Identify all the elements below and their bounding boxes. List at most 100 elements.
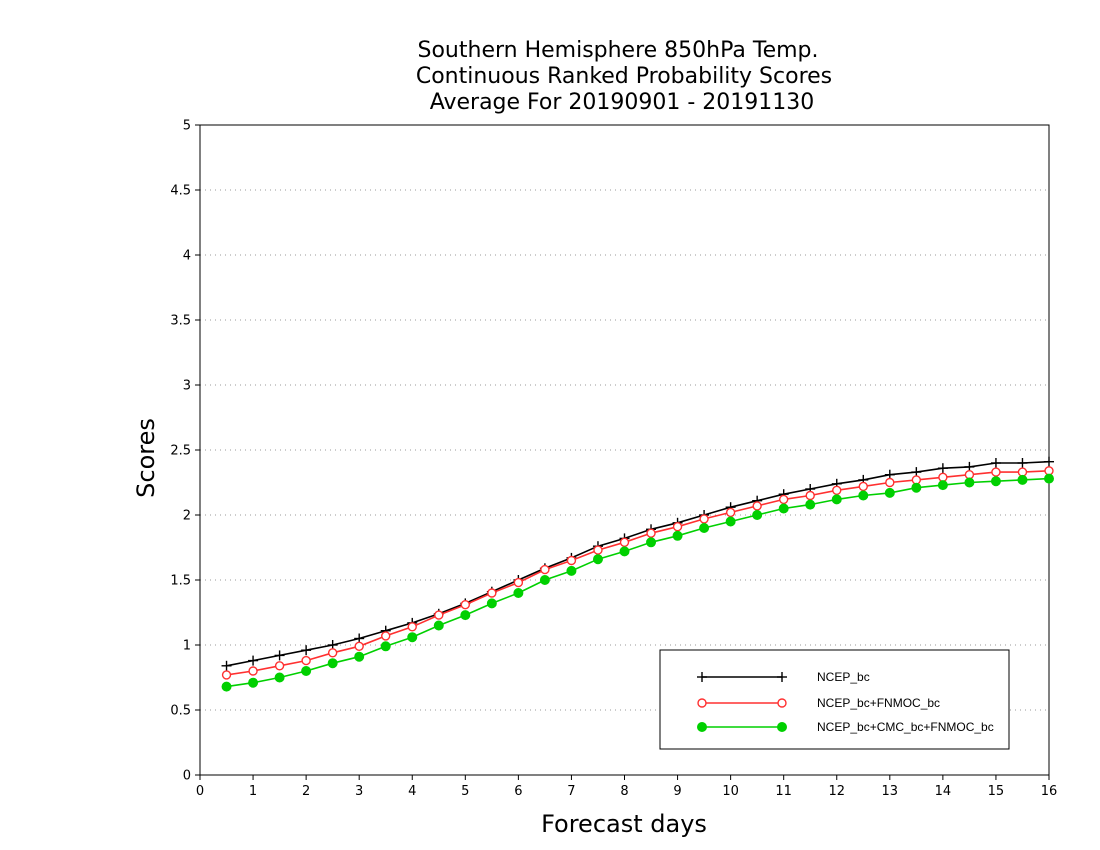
series-0-point-27 — [937, 463, 948, 474]
y-tick-label-6: 3 — [183, 379, 191, 394]
series-2-point-18 — [699, 523, 710, 533]
series-2-point-1 — [248, 677, 259, 688]
series-2-point-20 — [752, 510, 763, 520]
series-2-point-10 — [486, 598, 497, 609]
series-1-point-27 — [938, 472, 948, 482]
series-2-point-11 — [513, 588, 524, 598]
legend-label-1: NCEP_bc+FNMOC_bc — [817, 696, 940, 710]
x-tick-label-16: 16 — [1041, 784, 1058, 799]
series-0-point-29 — [990, 458, 1001, 468]
x-tick-label-10: 10 — [722, 784, 739, 799]
series-2-point-3 — [301, 666, 312, 676]
series-1-point-13 — [566, 555, 577, 566]
series-0-point-1 — [248, 655, 259, 666]
x-tick-label-15: 15 — [988, 784, 1005, 799]
y-tick-label-10: 5 — [183, 119, 191, 134]
series-0 — [221, 456, 1054, 671]
series-1-point-11 — [513, 577, 524, 588]
series-2-point-23 — [831, 494, 842, 505]
series-2-point-12 — [539, 575, 550, 585]
legend-item-1: NCEP_bc+FNMOC_bc — [697, 696, 940, 710]
series-2-point-13 — [566, 565, 577, 576]
legend-marker-start-1 — [697, 698, 707, 708]
series-1-point-26 — [911, 475, 922, 485]
legend: NCEP_bc NCEP_bc+FNMOC_bc NCEP_bc+CMC_bc+FN… — [659, 649, 1010, 750]
series-1-point-20 — [752, 501, 762, 511]
series-1-point-16 — [646, 528, 656, 538]
legend-marker-end-0 — [777, 672, 787, 682]
series-1-point-21 — [778, 494, 789, 505]
series-2-point-19 — [725, 516, 736, 527]
series-2-point-16 — [646, 537, 657, 548]
x-tick-label-5: 5 — [461, 784, 469, 799]
series-1-point-8 — [434, 610, 444, 620]
y-tick-label-8: 4 — [183, 249, 191, 264]
x-tick-label-14: 14 — [935, 784, 952, 799]
legend-item-0: NCEP_bc — [697, 670, 870, 684]
chart-title-line-2: Continuous Ranked Probability Scores — [416, 64, 832, 89]
y-axis-ticks: 0 0.5 1 1.5 2 2.5 3 3.5 4 4.5 5 — [170, 119, 200, 784]
legend-item-2: NCEP_bc+CMC_bc+FNMOC_bc — [697, 720, 994, 734]
series-0-point-3 — [301, 645, 312, 656]
series-2-point-30 — [1017, 474, 1028, 485]
series-0-point-2 — [274, 650, 285, 661]
x-tick-label-6: 6 — [514, 784, 522, 799]
series-line-1 — [226, 470, 1050, 676]
legend-marker-end-2 — [777, 722, 787, 732]
series-2-point-5 — [354, 651, 365, 662]
series-2-point-29 — [990, 476, 1001, 487]
x-tick-label-11: 11 — [775, 784, 792, 799]
y-tick-label-4: 2 — [183, 509, 191, 524]
chart-title-line-1: Southern Hemisphere 850hPa Temp. — [418, 38, 819, 63]
series-2-point-0 — [221, 681, 232, 692]
x-axis-ticks: 0 1 2 3 4 5 6 7 8 9 10 11 12 13 14 15 16 — [196, 775, 1057, 799]
x-tick-label-9: 9 — [673, 784, 681, 799]
y-tick-label-0: 0 — [183, 769, 191, 784]
series-1-point-9 — [460, 600, 471, 610]
x-tick-label-13: 13 — [882, 784, 899, 799]
series-line-0 — [226, 460, 1050, 667]
series-2-point-27 — [937, 480, 948, 491]
series-0-point-30 — [1017, 458, 1028, 468]
y-tick-label-5: 2.5 — [170, 444, 191, 459]
series-2-point-21 — [778, 503, 789, 514]
series-1-point-14 — [593, 545, 603, 555]
series-1-point-1 — [248, 666, 258, 676]
series-1-point-19 — [725, 507, 736, 518]
x-axis-label: Forecast days — [541, 810, 707, 838]
legend-marker-end-1 — [777, 698, 787, 708]
series-layer — [221, 456, 1054, 692]
series-2-point-9 — [460, 610, 471, 621]
series-0-point-0 — [221, 660, 232, 671]
series-2 — [221, 473, 1054, 692]
legend-label-2: NCEP_bc+CMC_bc+FNMOC_bc — [817, 720, 994, 734]
series-0-point-31 — [1044, 456, 1054, 467]
series-2-point-17 — [672, 530, 683, 541]
y-tick-label-9: 4.5 — [170, 184, 191, 199]
series-1-point-17 — [672, 522, 683, 532]
series-2-point-2 — [274, 672, 285, 683]
series-2-point-24 — [858, 490, 869, 501]
series-2-point-31 — [1044, 473, 1054, 484]
y-tick-label-7: 3.5 — [170, 314, 191, 329]
series-2-point-15 — [619, 546, 630, 557]
legend-box — [659, 649, 1010, 750]
series-1-point-3 — [301, 655, 311, 666]
series-1-point-15 — [619, 537, 630, 547]
series-2-point-14 — [592, 554, 603, 565]
series-1-point-12 — [540, 564, 550, 575]
chart-title-line-3: Average For 20190901 - 20191130 — [430, 90, 815, 115]
series-1-point-31 — [1044, 466, 1054, 476]
x-tick-label-7: 7 — [567, 784, 575, 799]
series-1-point-4 — [327, 648, 338, 658]
x-tick-label-12: 12 — [828, 784, 845, 799]
series-1-point-29 — [991, 467, 1001, 477]
series-1-point-5 — [354, 641, 364, 651]
y-tick-label-1: 0.5 — [170, 704, 191, 719]
series-1-point-6 — [381, 631, 391, 641]
series-2-point-28 — [964, 477, 975, 488]
y-axis-label: Scores — [132, 418, 160, 498]
series-2-point-6 — [380, 641, 391, 652]
series-2-point-25 — [884, 487, 895, 498]
